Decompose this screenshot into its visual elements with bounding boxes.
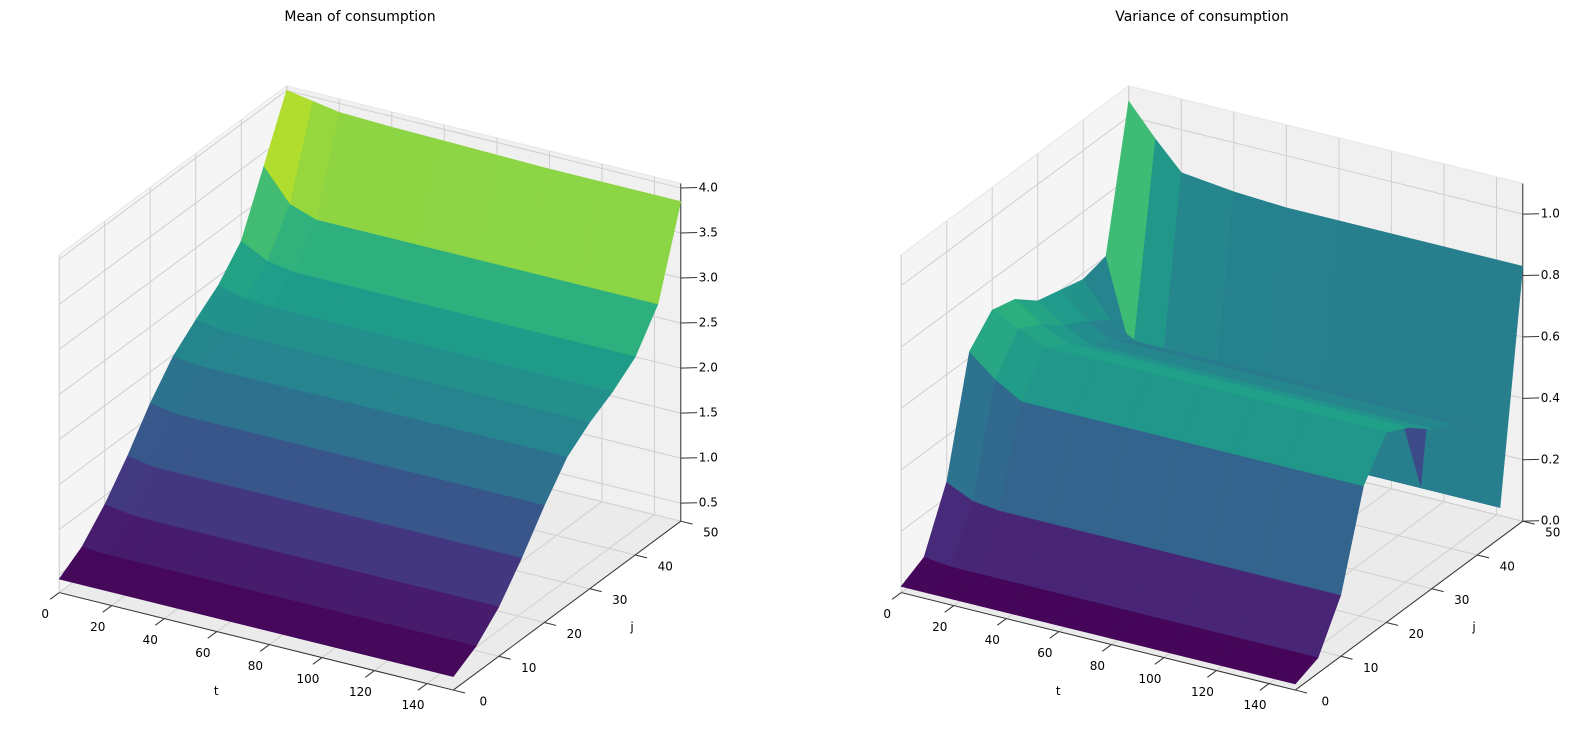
x-tick-label: 0: [883, 607, 891, 621]
tick-mark: [453, 689, 466, 694]
x-axis-line: [59, 592, 454, 691]
y-tick-label: 50: [703, 526, 718, 540]
z-tick-label: 4.0: [699, 180, 718, 194]
z-tick-label: 1.0: [1541, 207, 1560, 221]
z-tick-label: 0.8: [1541, 268, 1560, 282]
z-tick-label: 0.4: [1541, 391, 1560, 405]
chart-title: Mean of consumption: [284, 9, 435, 25]
y-tick-label: 10: [521, 661, 536, 675]
tick-mark: [635, 554, 648, 559]
y-axis-label: j: [1471, 620, 1475, 634]
grid-line: [58, 135, 288, 305]
y-tick-label: 50: [1545, 526, 1560, 540]
x-tick-label: 120: [1191, 685, 1214, 699]
surface-patch: [1105, 101, 1156, 356]
z-tick-label: 1.0: [699, 451, 718, 465]
chart: Variance of consumption02040608010012014…: [883, 9, 1560, 712]
tick-mark: [1207, 670, 1217, 678]
tick-mark: [154, 618, 165, 626]
tick-mark: [49, 592, 60, 600]
surface-patch: [578, 181, 682, 305]
x-tick-label: 140: [1244, 698, 1267, 712]
tick-mark: [1295, 689, 1308, 694]
tick-mark: [1477, 554, 1490, 559]
tick-mark: [589, 588, 602, 593]
surface-patch: [1420, 246, 1524, 508]
x-tick-label: 60: [1037, 646, 1052, 660]
grid-line: [900, 177, 1130, 348]
tick-mark: [1154, 657, 1165, 665]
x-tick-label: 60: [195, 646, 210, 660]
tick-mark: [365, 670, 375, 678]
z-tick-label: 0.2: [1541, 452, 1560, 466]
x-tick-label: 140: [402, 698, 425, 712]
z-tick-label: 2.5: [699, 316, 718, 330]
grid-line: [58, 180, 288, 350]
grid-line: [58, 90, 288, 260]
y-tick-label: 20: [567, 627, 582, 641]
y-axis-line: [1294, 520, 1524, 691]
tick-mark: [102, 605, 113, 613]
tick-mark: [1259, 683, 1270, 691]
y-tick-label: 30: [612, 593, 627, 607]
x-tick-label: 100: [1138, 672, 1161, 686]
z-tick-label: 3.0: [699, 271, 718, 285]
tick-mark: [259, 644, 270, 652]
z-tick-label: 1.5: [699, 406, 718, 420]
z-tick-label: 0.6: [1541, 329, 1560, 343]
z-tick-label: 2.0: [699, 361, 718, 375]
y-tick-label: 20: [1409, 627, 1424, 641]
tick-mark: [1101, 644, 1112, 652]
x-axis-label: t: [214, 684, 219, 698]
tick-mark: [1431, 588, 1444, 593]
x-tick-label: 120: [349, 685, 372, 699]
x-tick-label: 20: [932, 620, 947, 634]
tick-mark: [207, 631, 218, 639]
x-tick-label: 80: [248, 659, 263, 673]
tick-mark: [417, 683, 428, 691]
y-tick-label: 10: [1363, 661, 1378, 675]
surface-patch: [1284, 412, 1387, 487]
x-tick-label: 20: [90, 620, 105, 634]
grid-line: [286, 89, 681, 189]
y-tick-label: 30: [1454, 593, 1469, 607]
x-axis-label: t: [1056, 684, 1061, 698]
y-axis-line: [452, 520, 682, 691]
z-tick-label: 0.0: [1541, 514, 1560, 528]
y-tick-label: 40: [658, 559, 673, 573]
chart: Mean of consumption 0 20 40 60 80 100 120 140 0 10…: [41, 9, 718, 712]
tick-mark: [544, 622, 557, 626]
chart-title: Variance of consumption: [1115, 9, 1289, 25]
tick-mark: [680, 520, 693, 525]
x-tick-label: 0: [41, 607, 49, 621]
tick-mark: [944, 605, 955, 613]
tick-mark: [1340, 655, 1353, 660]
surface-patch: [374, 626, 477, 677]
y-tick-label: 40: [1500, 559, 1515, 573]
tick-mark: [312, 657, 323, 665]
grid-line: [1128, 116, 1523, 215]
y-tick-label: 0: [479, 695, 487, 709]
x-axis-line: [901, 592, 1296, 691]
x-tick-label: 80: [1090, 659, 1105, 673]
z-tick-label: 3.5: [699, 225, 718, 239]
x-tick-label: 40: [143, 633, 158, 647]
z-tick-label: 0.5: [699, 496, 718, 510]
tick-mark: [996, 618, 1007, 626]
grid-line: [900, 116, 1130, 286]
tick-mark: [1522, 520, 1535, 525]
tick-mark: [498, 655, 511, 660]
tick-mark: [1386, 622, 1399, 626]
y-tick-label: 0: [1321, 695, 1329, 709]
x-tick-label: 100: [296, 672, 319, 686]
x-tick-label: 40: [985, 633, 1000, 647]
surface-patch: [1216, 637, 1319, 685]
tick-mark: [1049, 631, 1060, 639]
tick-mark: [891, 592, 902, 600]
y-axis-label: j: [629, 620, 633, 634]
